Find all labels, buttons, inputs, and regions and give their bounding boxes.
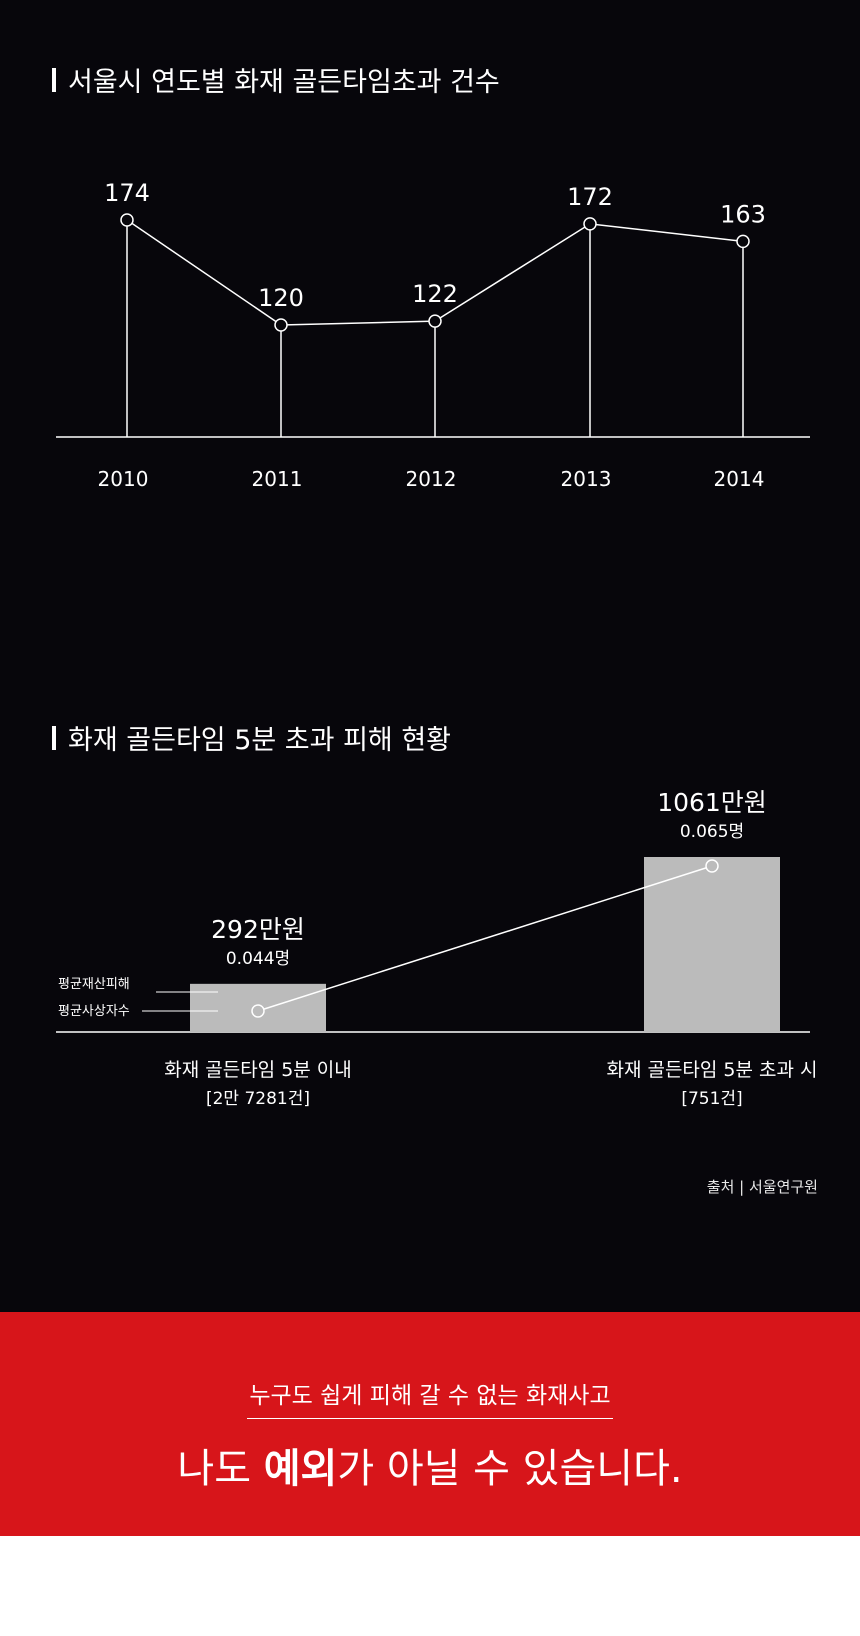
red-banner: 누구도 쉽게 피해 갈 수 없는 화재사고 나도 예외가 아닐 수 있습니다. bbox=[0, 1312, 860, 1536]
category-label: 화재 골든타임 5분 초과 시 bbox=[606, 1059, 817, 1081]
x-tick-label: 2010 bbox=[98, 467, 149, 491]
data-point bbox=[274, 318, 288, 332]
line-chart: 174 2010 120 2011 122 2012 172 2013 163 2014 bbox=[56, 179, 810, 491]
chart1-title-text: 서울시 연도별 화재 골든타임초과 건수 bbox=[68, 67, 500, 98]
x-tick-label: 2014 bbox=[714, 467, 765, 491]
casualty-point bbox=[251, 1004, 265, 1018]
source-note: 출처 | 서울연구원 bbox=[706, 1178, 818, 1196]
legend-casualty: 평균사상자수 bbox=[58, 1004, 130, 1019]
data-label: 163 bbox=[720, 200, 766, 228]
property-value-label: 292만원 bbox=[211, 915, 305, 944]
headline-pre: 나도 bbox=[177, 1446, 264, 1492]
chart2-title: 화재 골든타임 5분 초과 피해 현황 bbox=[52, 718, 451, 757]
chart1-title: 서울시 연도별 화재 골든타임초과 건수 bbox=[52, 60, 500, 99]
casualty-value-label: 0.065명 bbox=[680, 822, 744, 842]
banner-subtitle: 누구도 쉽게 피해 갈 수 없는 화재사고 bbox=[0, 1376, 860, 1419]
data-point bbox=[736, 234, 750, 249]
data-label: 172 bbox=[567, 183, 613, 211]
headline-post: 가 아닐 수 있습니다. bbox=[337, 1446, 683, 1492]
category-label: 화재 골든타임 5분 이내 bbox=[164, 1059, 352, 1081]
category-count-label: [2만 7281건] bbox=[206, 1089, 310, 1109]
data-point bbox=[120, 213, 134, 227]
data-point bbox=[583, 217, 597, 231]
x-tick-label: 2012 bbox=[406, 467, 457, 491]
headline-bold: 예외 bbox=[263, 1446, 338, 1492]
casualty-point bbox=[705, 859, 719, 873]
data-label: 174 bbox=[104, 179, 150, 207]
x-tick-label: 2011 bbox=[252, 467, 303, 491]
title-bar-mark bbox=[52, 67, 56, 92]
banner-headline: 나도 예외가 아닐 수 있습니다. bbox=[0, 1436, 860, 1494]
data-point bbox=[428, 314, 442, 328]
property-bar bbox=[644, 857, 780, 1032]
property-value-label: 1061만원 bbox=[657, 788, 767, 817]
data-label: 120 bbox=[258, 284, 304, 312]
data-label: 122 bbox=[412, 280, 458, 308]
title-bar-mark bbox=[52, 725, 56, 750]
dark-background bbox=[0, 0, 860, 1312]
category-count-label: [751건] bbox=[681, 1089, 742, 1109]
casualty-line bbox=[257, 865, 713, 1012]
legend-property: 평균재산피해 bbox=[58, 977, 130, 992]
chart2-title-text: 화재 골든타임 5분 초과 피해 현황 bbox=[68, 725, 452, 756]
x-tick-label: 2013 bbox=[561, 467, 612, 491]
banner-subtitle-text: 누구도 쉽게 피해 갈 수 없는 화재사고 bbox=[247, 1376, 613, 1419]
casualty-value-label: 0.044명 bbox=[226, 949, 290, 969]
